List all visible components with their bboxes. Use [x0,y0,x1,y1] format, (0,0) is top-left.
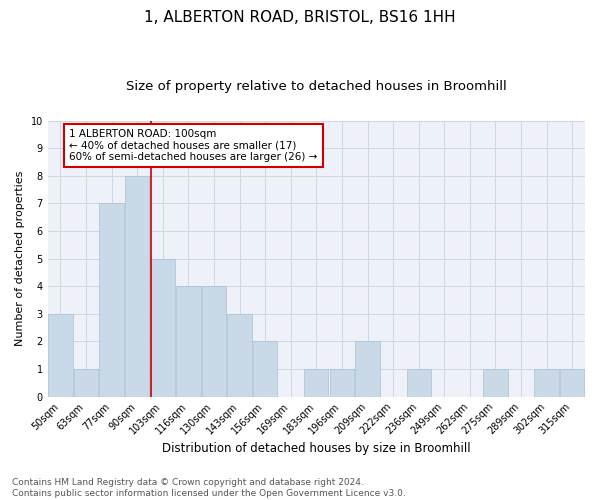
Bar [74,369,98,396]
Bar [483,369,508,396]
Bar [535,369,559,396]
X-axis label: Distribution of detached houses by size in Broomhill: Distribution of detached houses by size … [162,442,470,455]
Text: 1 ALBERTON ROAD: 100sqm
← 40% of detached houses are smaller (17)
60% of semi-de: 1 ALBERTON ROAD: 100sqm ← 40% of detache… [69,129,317,162]
Bar [125,176,149,396]
Bar [560,369,584,396]
Text: Contains HM Land Registry data © Crown copyright and database right 2024.
Contai: Contains HM Land Registry data © Crown c… [12,478,406,498]
Bar [151,258,175,396]
Bar [253,342,277,396]
Bar [330,369,354,396]
Bar [202,286,226,397]
Text: 1, ALBERTON ROAD, BRISTOL, BS16 1HH: 1, ALBERTON ROAD, BRISTOL, BS16 1HH [144,10,456,25]
Y-axis label: Number of detached properties: Number of detached properties [15,171,25,346]
Bar [407,369,431,396]
Bar [304,369,328,396]
Bar [49,314,73,396]
Title: Size of property relative to detached houses in Broomhill: Size of property relative to detached ho… [126,80,507,93]
Bar [100,204,124,396]
Bar [176,286,200,397]
Bar [227,314,252,396]
Bar [355,342,380,396]
